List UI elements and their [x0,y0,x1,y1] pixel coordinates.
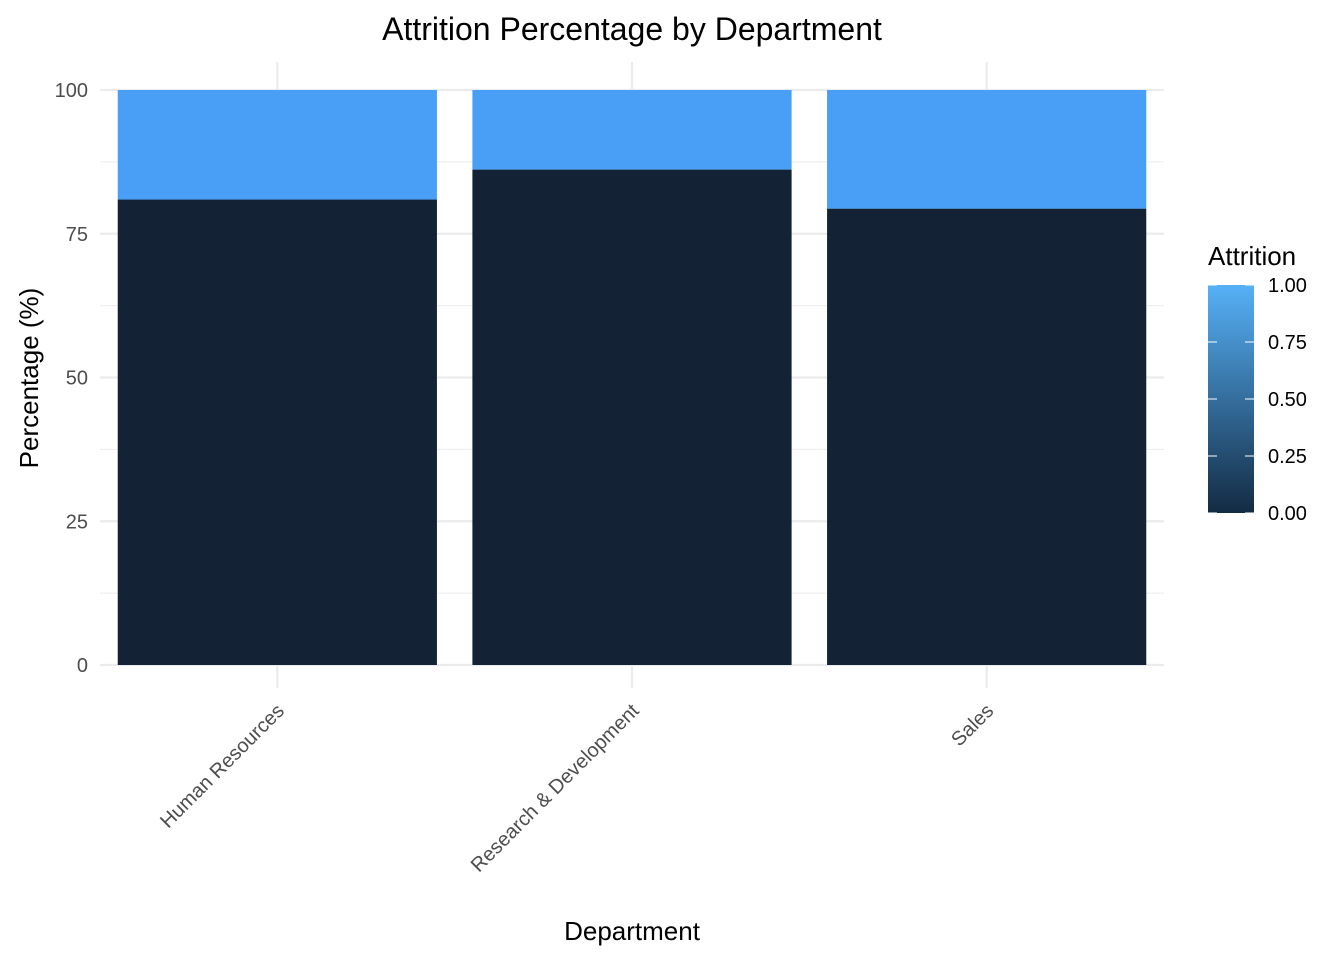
bar-segment-attrition-0 [827,208,1147,665]
chart-title: Attrition Percentage by Department [382,11,882,47]
legend-tick-label: 0.50 [1268,389,1307,411]
y-tick-label: 75 [66,224,88,246]
y-tick-label: 25 [66,511,88,533]
y-tick-labels: 0 25 50 75 100 [55,80,88,677]
x-tick-labels: Human Resources Research & Development Sal… [156,700,998,877]
legend-ticks: 0.00 0.25 0.50 0.75 1.00 [1208,275,1307,525]
y-tick-label: 100 [55,80,88,102]
y-tick-label: 50 [66,368,88,390]
y-axis-title: Percentage (%) [14,288,44,469]
bar-segment-attrition-1 [472,90,792,170]
legend-tick-label: 0.75 [1268,332,1307,354]
bar-segment-attrition-1 [827,90,1147,209]
x-tick-label: Sales [947,700,998,751]
legend-tick-label: 1.00 [1268,275,1307,297]
bar-segment-attrition-1 [117,90,437,200]
bar-segment-attrition-0 [472,169,792,665]
legend-title: Attrition [1208,241,1296,271]
x-axis-title: Department [564,916,701,946]
legend: Attrition 0.00 0.25 0.50 0.75 1.00 [1208,241,1307,525]
y-tick-label: 0 [77,655,88,677]
x-tick-label: Research & Development [467,700,644,877]
bar-segment-attrition-0 [117,199,437,665]
legend-tick-label: 0.25 [1268,446,1307,468]
x-tick-label: Human Resources [156,700,289,833]
bars [117,90,1147,665]
legend-tick-label: 0.00 [1268,503,1307,525]
